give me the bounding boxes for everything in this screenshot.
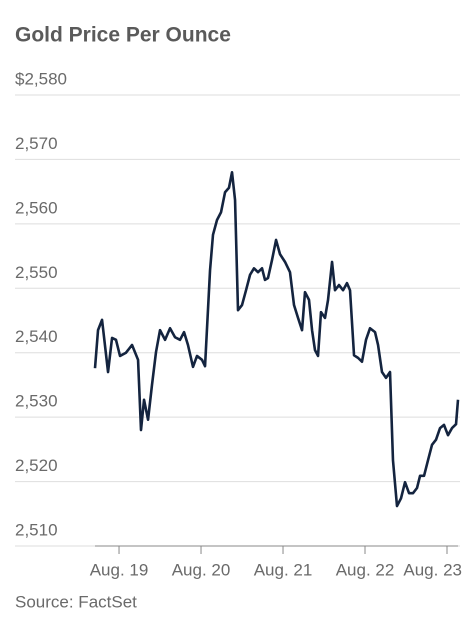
y-tick-label: 2,540 <box>15 327 58 346</box>
x-tick-label: Aug. 23 <box>403 560 462 579</box>
y-tick-label: 2,570 <box>15 134 58 153</box>
chart-title: Gold Price Per Ounce <box>15 24 231 47</box>
y-tick-label: 2,550 <box>15 263 58 282</box>
x-tick-label: Aug. 21 <box>254 560 313 579</box>
price-line <box>93 171 460 508</box>
source: Source: FactSet <box>15 592 137 611</box>
x-tick-label: Aug. 19 <box>90 560 149 579</box>
y-tick-label: 2,560 <box>15 198 58 217</box>
y-tick-label: 2,510 <box>15 520 58 539</box>
x-tick-label: Aug. 20 <box>172 560 231 579</box>
y-tick-label: 2,530 <box>15 392 58 411</box>
x-tick-label: Aug. 22 <box>336 560 395 579</box>
y-tick-label: 2,520 <box>15 456 58 475</box>
y-tick-label: $2,580 <box>15 69 67 88</box>
